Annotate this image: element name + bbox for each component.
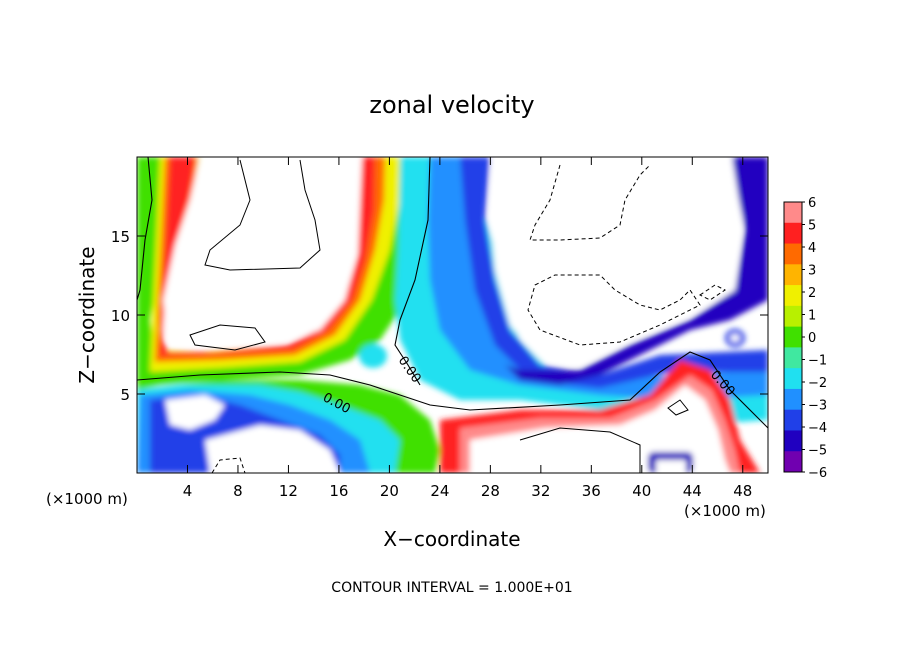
colorbar: 6 5 4 3 2 1 0 −1 −2 −3 −4 −5 −6 bbox=[783, 196, 827, 481]
velocity-field: 0.00 0.00 0.00 bbox=[137, 157, 768, 473]
y-tick-label: 5 bbox=[120, 386, 130, 404]
chart-title: zonal velocity bbox=[369, 91, 534, 119]
x-axis-label: X−coordinate bbox=[383, 527, 520, 551]
x-tick-label: 48 bbox=[733, 482, 752, 500]
colorbar-label: 4 bbox=[808, 241, 816, 256]
x-tick-label: 32 bbox=[531, 482, 550, 500]
y-axis-label: Z−coordinate bbox=[75, 246, 99, 383]
x-tick-label: 20 bbox=[380, 482, 399, 500]
y-axis: 5 10 15 bbox=[111, 228, 768, 404]
colorbar-swatch bbox=[784, 326, 802, 348]
colorbar-label: 0 bbox=[808, 331, 816, 346]
x-tick-label: 28 bbox=[481, 482, 500, 500]
colorbar-swatch bbox=[784, 305, 802, 328]
x-tick-label: 40 bbox=[632, 482, 651, 500]
x-tick-label: 4 bbox=[183, 482, 193, 500]
colorbar-label: −1 bbox=[808, 354, 827, 369]
colorbar-label: −6 bbox=[808, 466, 827, 481]
colorbar-swatch bbox=[784, 388, 802, 411]
x-tick-label: 24 bbox=[430, 482, 449, 500]
x-tick-label: 44 bbox=[683, 482, 702, 500]
y-tick-label: 10 bbox=[111, 307, 130, 325]
colorbar-label: 2 bbox=[808, 286, 816, 301]
x-tick-label: 12 bbox=[279, 482, 298, 500]
colorbar-swatch bbox=[784, 264, 802, 286]
colorbar-label: 5 bbox=[808, 219, 816, 234]
colorbar-swatch bbox=[784, 368, 802, 390]
x-tick-label: 16 bbox=[329, 482, 348, 500]
colorbar-label: 3 bbox=[808, 264, 816, 279]
colorbar-label: 1 bbox=[808, 309, 816, 324]
colorbar-swatch bbox=[784, 202, 802, 224]
colorbar-swatch bbox=[784, 347, 802, 369]
colorbar-label: −3 bbox=[808, 399, 827, 414]
x-tick-label: 8 bbox=[233, 482, 243, 500]
x-unit-left: (×1000 m) bbox=[46, 490, 128, 508]
colorbar-label: −5 bbox=[808, 444, 827, 459]
colorbar-swatch bbox=[784, 222, 802, 245]
colorbar-label: −4 bbox=[808, 421, 827, 436]
x-tick-label: 36 bbox=[582, 482, 601, 500]
colorbar-swatch bbox=[784, 285, 802, 307]
colorbar-swatch bbox=[784, 409, 802, 431]
colorbar-swatch bbox=[784, 243, 802, 265]
contour-interval-note: CONTOUR INTERVAL = 1.000E+01 bbox=[331, 580, 572, 596]
colorbar-swatch bbox=[784, 451, 802, 473]
colorbar-swatch bbox=[784, 430, 802, 452]
colorbar-label: 6 bbox=[808, 196, 816, 211]
y-tick-label: 15 bbox=[111, 228, 130, 246]
x-unit-right: (×1000 m) bbox=[684, 502, 766, 520]
x-axis: 4 8 12 16 20 24 28 32 36 40 44 48 bbox=[183, 157, 752, 500]
colorbar-label: −2 bbox=[808, 376, 827, 391]
